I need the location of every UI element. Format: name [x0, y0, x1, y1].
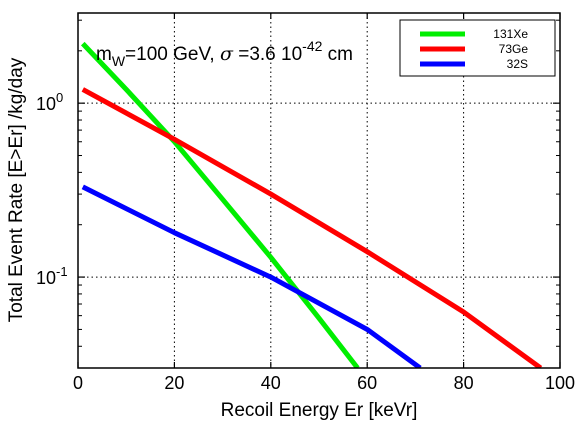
x-tick-label: 100 [545, 373, 575, 393]
legend-label-131Xe: 131Xe [493, 27, 528, 41]
annotation-main: =100 GeV, [125, 44, 220, 65]
x-tick-label: 40 [261, 373, 281, 393]
x-axis-title: Recoil Energy Er [keVr] [221, 400, 418, 421]
annotation-m-sub: W [112, 53, 126, 69]
y-tick-label: 100 [36, 90, 63, 114]
annotation-sigma-text: =3.6 10 [233, 44, 302, 65]
x-tick-labels: 0 20 40 60 80 100 [73, 373, 575, 393]
annotation-exp: -42 [302, 38, 322, 54]
x-tick-label: 60 [357, 373, 377, 393]
y-tick-label: 10-1 [36, 264, 68, 288]
ticks [77, 13, 561, 368]
legend-label-32S: 32S [507, 57, 528, 71]
legend-label-73Ge: 73Ge [499, 42, 529, 56]
annotation-unit: cm [322, 44, 353, 65]
series-layer [80, 41, 543, 368]
series-line-73Ge [81, 87, 543, 368]
y-axis-title: Total Event Rate [E>Er] /kg/day [6, 57, 27, 322]
x-tick-label: 20 [164, 373, 184, 393]
series-line-32S [81, 184, 422, 368]
series-line-131Xe [80, 41, 360, 368]
x-tick-label: 80 [454, 373, 474, 393]
annotation-sigma: σ [220, 43, 234, 65]
annotation-m: m [96, 44, 112, 65]
x-tick-label: 0 [73, 373, 83, 393]
plot-frame [77, 12, 561, 369]
annotation: mW=100 GeV, σ =3.6 10-42 cm [96, 38, 353, 69]
y-tick-labels: 100 10-1 [36, 90, 68, 288]
